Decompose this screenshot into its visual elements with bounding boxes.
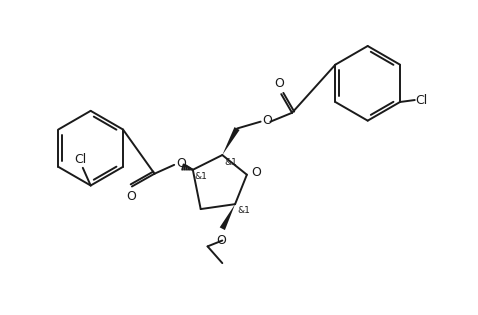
- Text: &1: &1: [195, 172, 207, 181]
- Text: O: O: [176, 158, 186, 170]
- Text: O: O: [126, 190, 136, 203]
- Text: Cl: Cl: [75, 153, 87, 166]
- Text: Cl: Cl: [416, 94, 428, 106]
- Text: O: O: [251, 166, 261, 179]
- Text: O: O: [274, 77, 284, 90]
- Text: O: O: [262, 114, 272, 127]
- Text: &1: &1: [224, 158, 237, 167]
- Text: &1: &1: [237, 206, 250, 215]
- Polygon shape: [222, 127, 239, 155]
- Polygon shape: [220, 204, 235, 230]
- Text: O: O: [217, 234, 226, 247]
